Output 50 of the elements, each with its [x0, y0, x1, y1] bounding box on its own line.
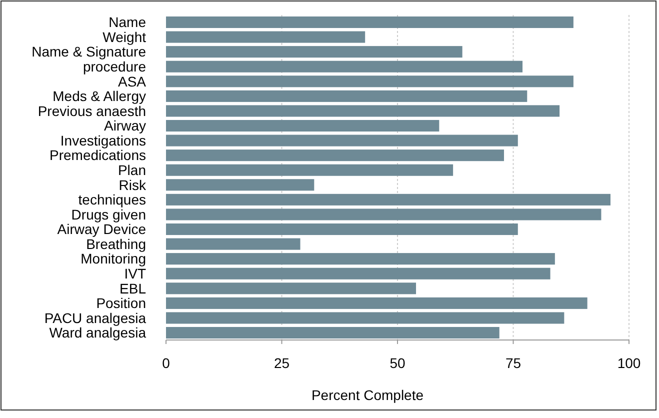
- y-tick-label: Ward analgesia: [49, 324, 146, 341]
- y-tick-label: Drugs given: [71, 206, 146, 222]
- bar: [166, 105, 560, 117]
- x-tick-label: 100: [617, 355, 641, 371]
- bar: [166, 179, 314, 191]
- bar: [166, 164, 454, 176]
- bar: [166, 194, 610, 206]
- y-tick-label: Name: [108, 14, 146, 30]
- bar: [166, 76, 574, 88]
- bar: [166, 46, 462, 58]
- bar: [166, 150, 504, 162]
- bar: [166, 223, 518, 236]
- bar: [166, 282, 416, 294]
- y-tick-label: PACU analgesia: [44, 310, 146, 326]
- y-tick-label: IVT: [124, 266, 146, 282]
- x-tick-label: 0: [162, 355, 170, 371]
- y-tick-label: Weight: [102, 28, 146, 45]
- x-tick-label: 50: [390, 355, 406, 371]
- y-tick-label: Position: [96, 295, 146, 312]
- x-tick-label: 75: [505, 355, 522, 371]
- bar: [166, 134, 518, 146]
- y-tick-label: Breathing: [86, 236, 146, 252]
- y-tick-label: EBL: [120, 280, 146, 296]
- x-tick-label: 25: [274, 355, 290, 371]
- bar: [166, 120, 440, 132]
- y-tick-label: Name & Signature: [32, 44, 146, 60]
- y-tick-label: Previous anaesth: [38, 102, 146, 119]
- bar: [166, 208, 602, 220]
- y-tick-label: ASA: [118, 73, 147, 90]
- y-tick-label: Premedications: [50, 147, 146, 164]
- y-tick-label: Risk: [118, 176, 147, 193]
- bar: [166, 297, 588, 309]
- y-tick-label: Monitoring: [80, 250, 146, 267]
- y-tick-label: procedure: [82, 58, 146, 75]
- bar: [166, 312, 564, 324]
- bar: [166, 238, 300, 250]
- bar: [166, 268, 550, 280]
- y-tick-label: Airway: [104, 118, 146, 134]
- y-tick-label: Airway Device: [57, 221, 146, 238]
- x-axis-title: Percent Complete: [311, 387, 424, 403]
- y-tick-label: Plan: [118, 162, 146, 178]
- bar: [166, 326, 500, 339]
- bar: [166, 253, 555, 265]
- y-tick-label: Meds & Allergy: [52, 88, 146, 104]
- bar: [166, 16, 574, 28]
- bar: [166, 31, 366, 43]
- y-tick-label: techniques: [78, 192, 146, 208]
- bar: [166, 60, 523, 72]
- bar: [166, 90, 528, 102]
- y-tick-label: Investigations: [60, 132, 146, 148]
